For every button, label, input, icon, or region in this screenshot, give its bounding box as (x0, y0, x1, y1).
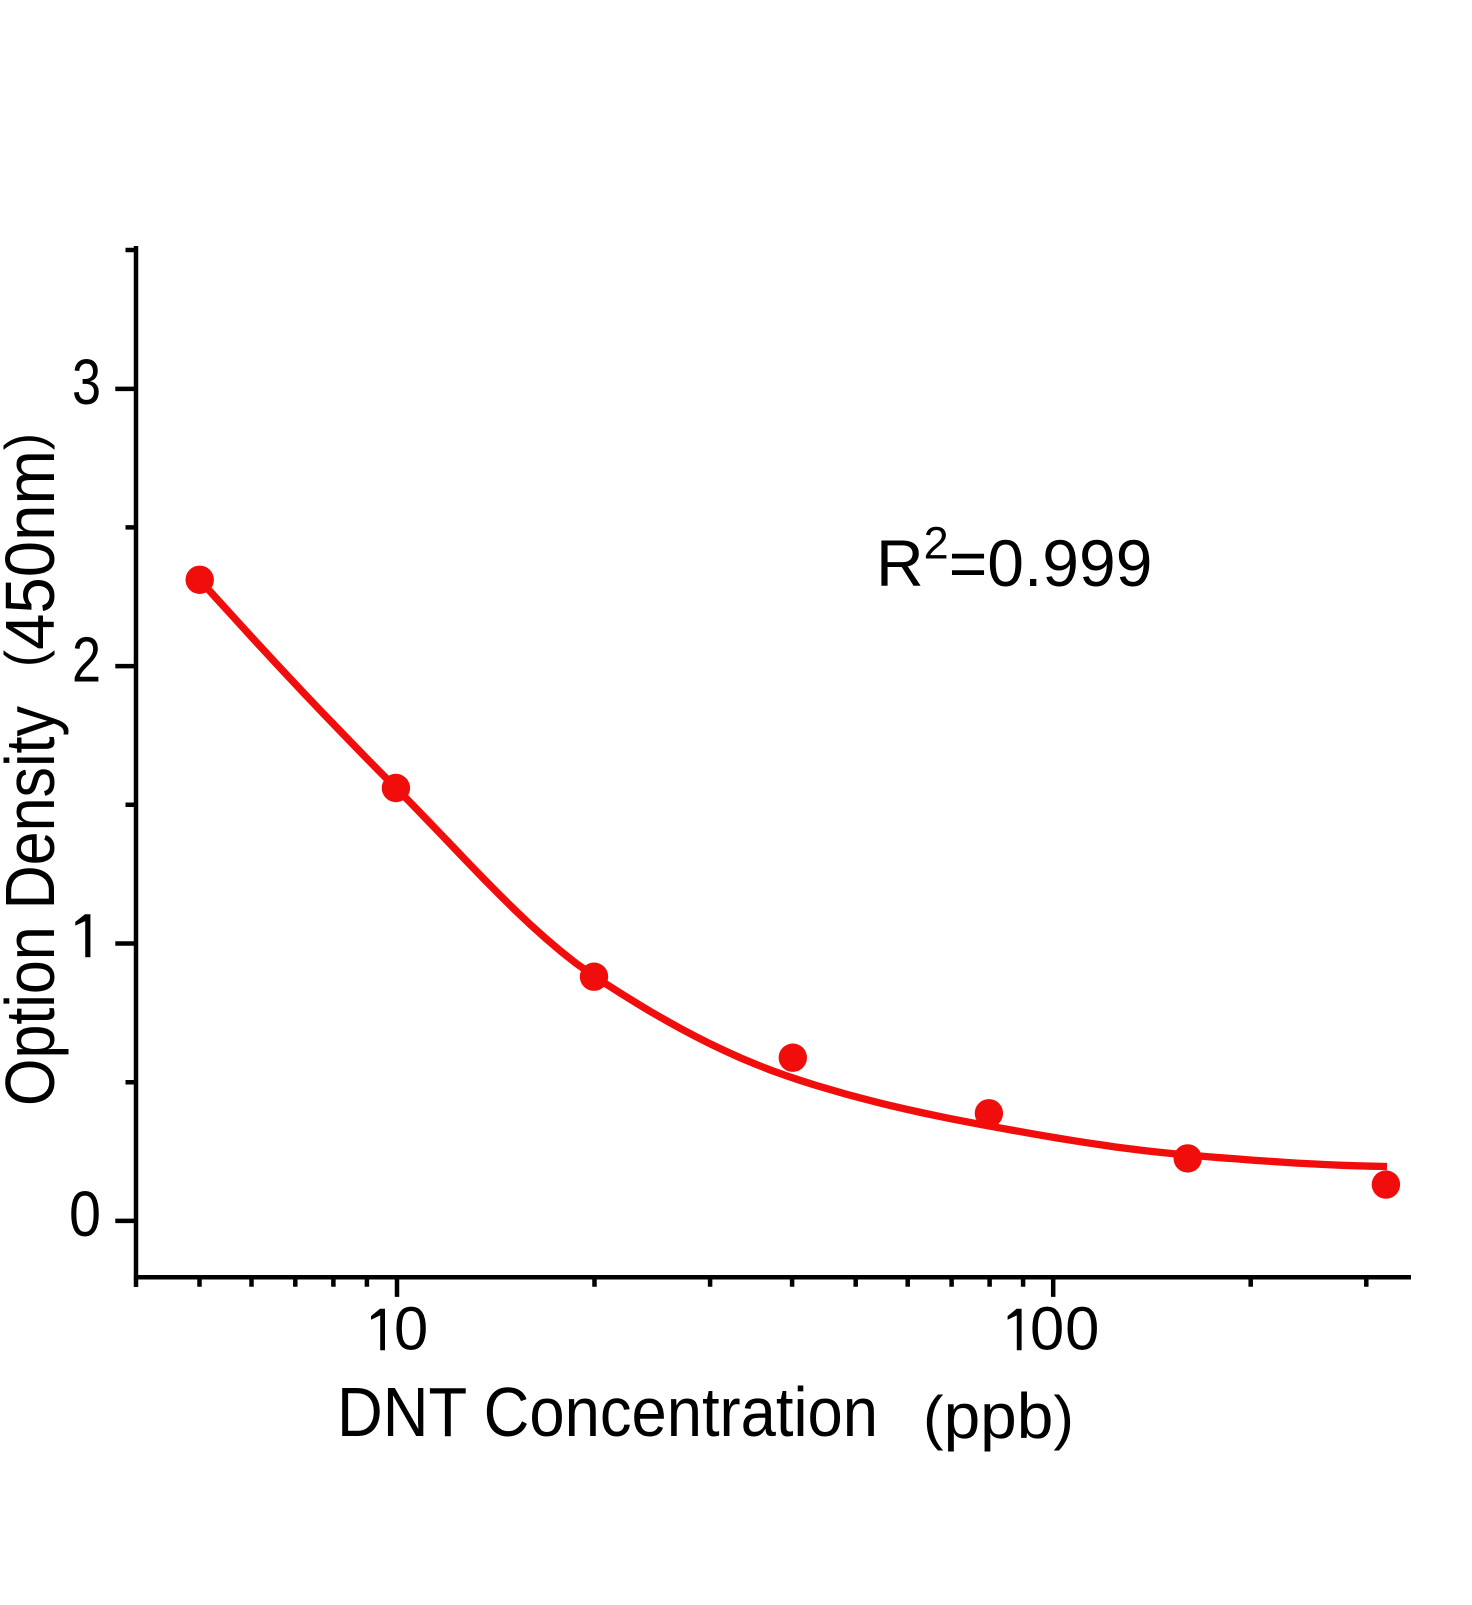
svg-text:00: 00 (1030, 1295, 1100, 1364)
svg-text:3: 3 (72, 346, 101, 418)
svg-text:Option Density: Option Density (0, 706, 69, 1106)
svg-text:R2=0.999: R2=0.999 (876, 518, 1152, 600)
svg-text:(ppb): (ppb) (923, 1380, 1074, 1452)
svg-text:(450nm): (450nm) (0, 433, 69, 667)
svg-text:DNT Concentration: DNT Concentration (337, 1373, 878, 1451)
svg-text:0: 0 (69, 1178, 101, 1250)
svg-text:2: 2 (72, 623, 101, 695)
svg-text:0: 0 (394, 1295, 428, 1364)
